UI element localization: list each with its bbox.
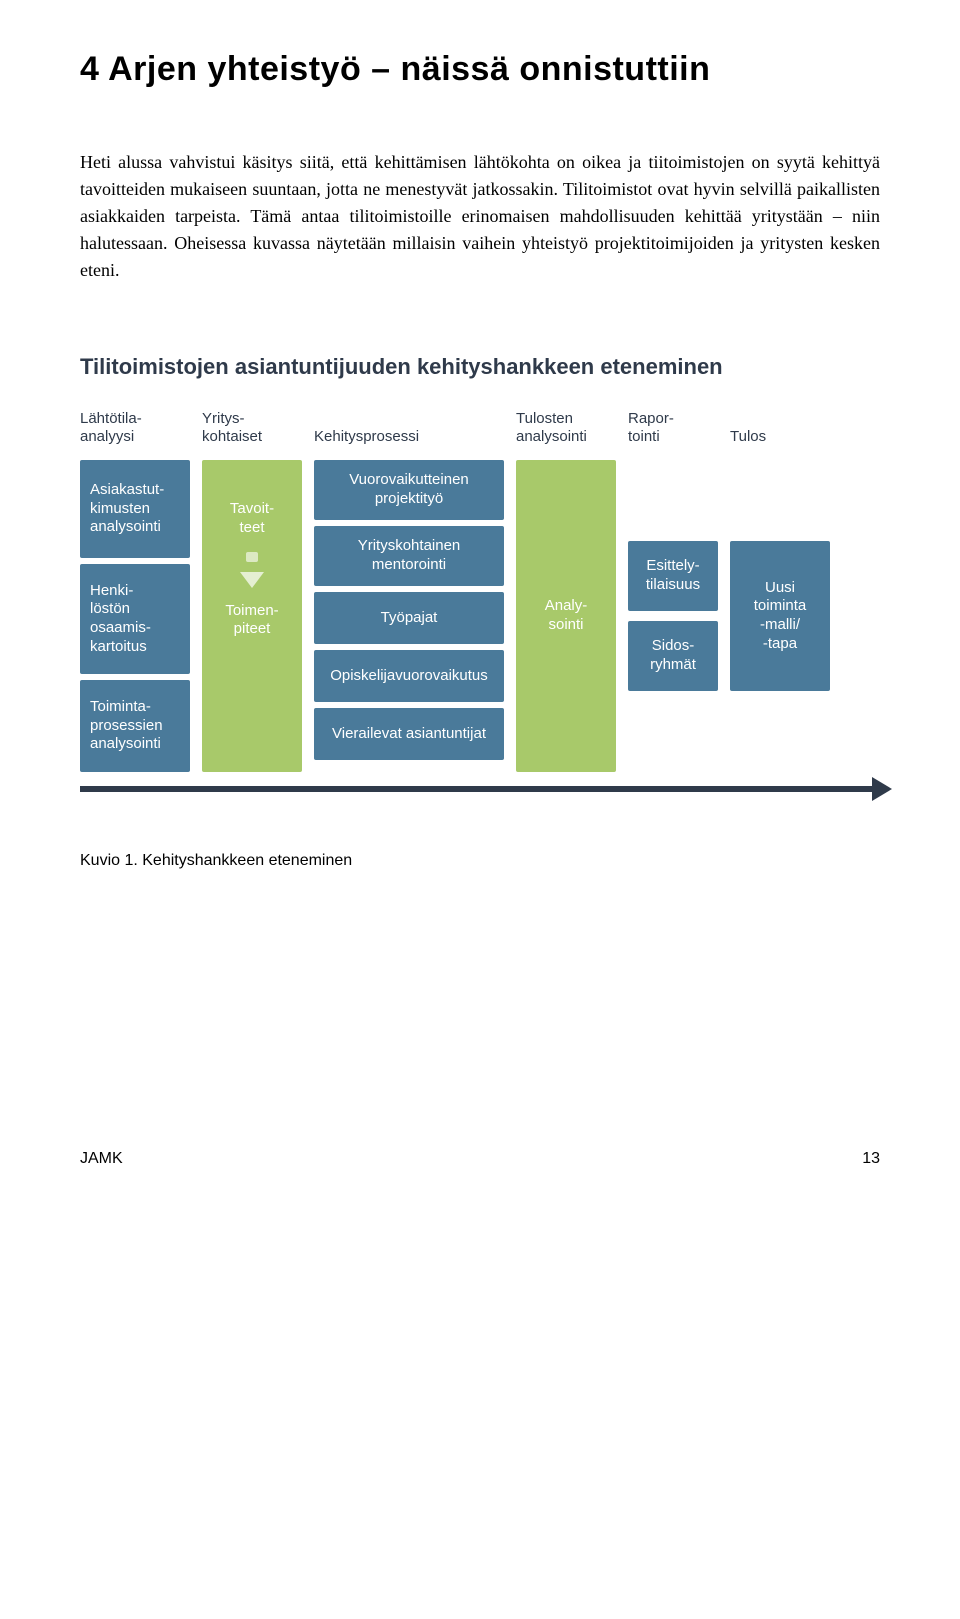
col-kehitysprosessi: Vuorovaikutteinen projektityö Yrityskoht… xyxy=(314,460,504,772)
col-lahtotila: Asiakastut- kimusten analysointi Henki- … xyxy=(80,460,190,772)
col-raportointi: Esittely- tilaisuus Sidos- ryhmät xyxy=(628,460,718,772)
diagram-title: Tilitoimistojen asiantuntijuuden kehitys… xyxy=(80,354,880,380)
header-col-5: Rapor- tointi xyxy=(628,410,718,446)
label-toimenpiteet: Toimen- piteet xyxy=(225,602,278,640)
box-sidosryhmat: Sidos- ryhmät xyxy=(628,621,718,691)
header-col-4: Tulosten analysointi xyxy=(516,410,616,446)
header-col-2: Yritys- kohtaiset xyxy=(202,410,302,446)
header-col-3: Kehitysprosessi xyxy=(314,428,504,446)
box-vuorovaikutteinen: Vuorovaikutteinen projektityö xyxy=(314,460,504,520)
header-col-1: Lähtötila- analyysi xyxy=(80,410,190,446)
box-uusi-toimintamalli: Uusi toiminta -malli/ -tapa xyxy=(730,541,830,691)
box-vierailevat: Vierailevat asiantuntijat xyxy=(314,708,504,760)
col-tulosten-analysointi: Analy- sointi xyxy=(516,460,616,772)
footer-left: JAMK xyxy=(80,1150,123,1168)
page-heading: 4 Arjen yhteistyö – näissä onnistuttiin xyxy=(80,50,880,89)
box-toimintaprosessi: Toiminta- prosessien analysointi xyxy=(80,680,190,772)
diagram-header-row: Lähtötila- analyysi Yritys- kohtaiset Ke… xyxy=(80,410,880,446)
box-mentorointi: Yrityskohtainen mentorointi xyxy=(314,526,504,586)
body-paragraph: Heti alussa vahvistui käsitys siitä, ett… xyxy=(80,149,880,284)
timeline-arrow-icon xyxy=(80,786,880,792)
header-col-6: Tulos xyxy=(730,428,830,446)
box-asiakastutkimus: Asiakastut- kimusten analysointi xyxy=(80,460,190,558)
box-analysointi: Analy- sointi xyxy=(516,460,616,772)
box-henkilosto: Henki- löstön osaamis- kartoitus xyxy=(80,564,190,674)
col-yrityskohtaiset: Tavoit- teet Toimen- piteet xyxy=(202,460,302,772)
col-tulos: Uusi toiminta -malli/ -tapa xyxy=(730,460,830,772)
label-tavoitteet: Tavoit- teet xyxy=(230,500,274,538)
box-tavoitteet-toimenpiteet: Tavoit- teet Toimen- piteet xyxy=(202,460,302,772)
page-footer: JAMK 13 xyxy=(80,1150,880,1168)
down-arrow-icon xyxy=(240,542,264,598)
box-esittelytilaisuus: Esittely- tilaisuus xyxy=(628,541,718,611)
process-diagram: Tilitoimistojen asiantuntijuuden kehitys… xyxy=(80,354,880,792)
footer-page-number: 13 xyxy=(862,1150,880,1168)
box-tyopajat: Työpajat xyxy=(314,592,504,644)
figure-caption: Kuvio 1. Kehityshankkeen eteneminen xyxy=(80,852,880,870)
box-opiskelija: Opiskelijavuorovaikutus xyxy=(314,650,504,702)
diagram-columns: Asiakastut- kimusten analysointi Henki- … xyxy=(80,460,880,772)
